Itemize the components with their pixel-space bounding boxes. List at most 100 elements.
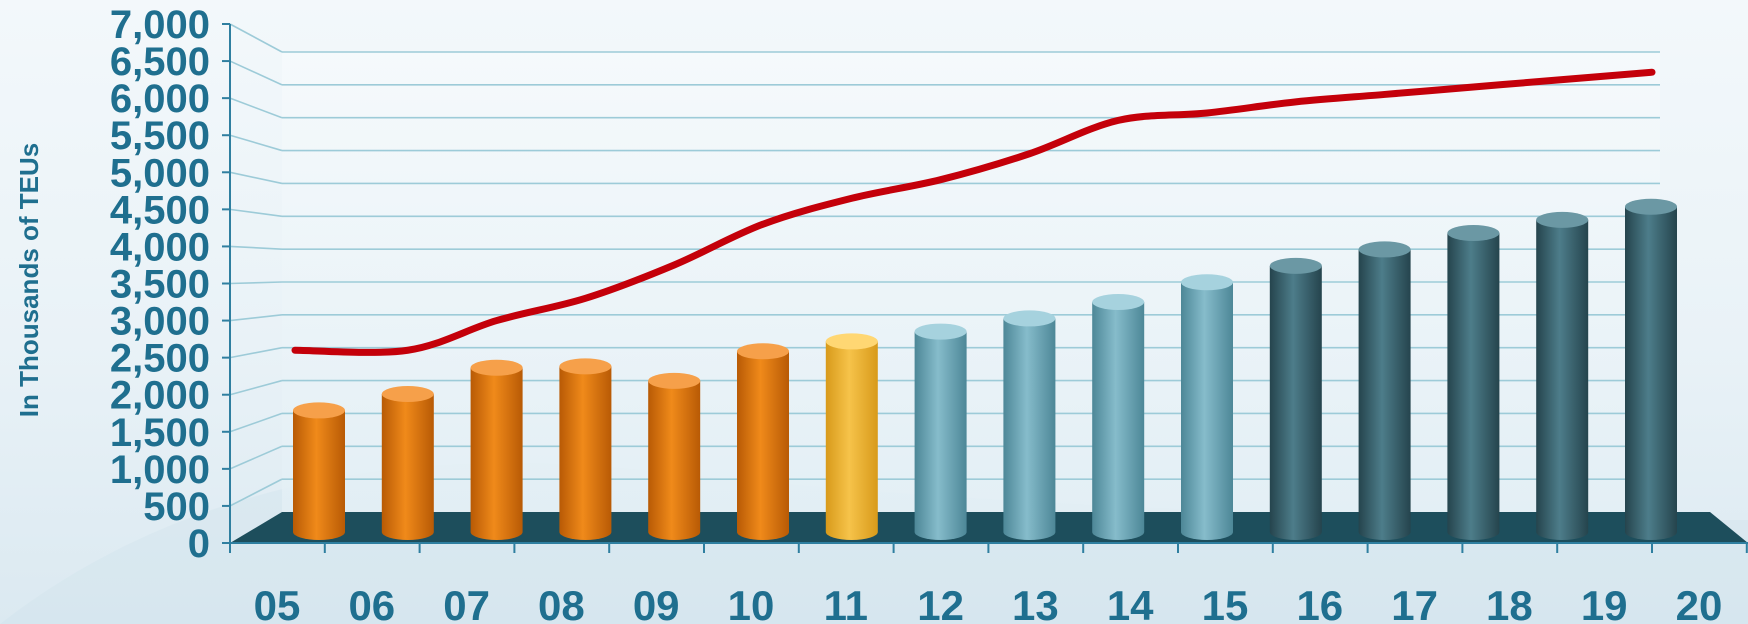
chart-floor bbox=[230, 512, 1748, 543]
y-tick-label: 4,500 bbox=[110, 188, 210, 232]
bar-15 bbox=[1181, 274, 1233, 540]
y-tick-label: 6,000 bbox=[110, 77, 210, 121]
bar-top bbox=[470, 359, 523, 376]
y-tick-label: 4,000 bbox=[110, 225, 210, 269]
gridline-slant bbox=[229, 171, 283, 185]
bar-body bbox=[1447, 233, 1500, 540]
trend-line bbox=[291, 68, 1656, 356]
x-tick-label: 08 bbox=[538, 582, 585, 624]
bar-top bbox=[1003, 310, 1056, 327]
x-tick-label: 07 bbox=[443, 582, 490, 624]
bar-body bbox=[470, 367, 523, 540]
bar-12 bbox=[914, 323, 967, 540]
bar-17 bbox=[1358, 241, 1411, 540]
x-tick-label: 16 bbox=[1296, 582, 1343, 624]
y-tick-label: 2,000 bbox=[110, 374, 210, 418]
gridline-slant bbox=[229, 245, 283, 250]
x-tick-label: 18 bbox=[1486, 582, 1533, 624]
x-tick-label: 05 bbox=[254, 582, 301, 624]
bar-body bbox=[1003, 318, 1056, 540]
y-tick-label: 500 bbox=[143, 485, 210, 529]
y-tick-label: 5,000 bbox=[110, 151, 210, 195]
bar-08 bbox=[559, 358, 612, 540]
x-tick-label: 11 bbox=[824, 582, 868, 624]
bar-09 bbox=[648, 372, 701, 540]
y-tick-label: 5,500 bbox=[110, 114, 210, 158]
bar-body bbox=[648, 380, 701, 540]
bar-body bbox=[825, 341, 878, 540]
bar-body bbox=[1269, 265, 1322, 540]
x-tick-label: 17 bbox=[1391, 582, 1438, 624]
y-tick-label: 1,500 bbox=[110, 411, 210, 455]
y-tick-label: 2,500 bbox=[110, 337, 210, 381]
y-tick-label: 3,000 bbox=[110, 300, 210, 344]
y-tick-label: 3,500 bbox=[110, 263, 210, 307]
bar-top bbox=[914, 323, 967, 340]
bar-top bbox=[825, 333, 878, 350]
x-tick-label: 14 bbox=[1107, 582, 1154, 624]
bar-top bbox=[1447, 225, 1500, 241]
bar-top bbox=[1181, 274, 1233, 291]
gridline-slant bbox=[229, 346, 283, 359]
gridline-slant bbox=[229, 314, 283, 322]
bar-top bbox=[293, 402, 345, 419]
y-tick-label: 6,500 bbox=[110, 40, 210, 84]
bar-10 bbox=[737, 343, 789, 540]
bar-20 bbox=[1625, 198, 1677, 540]
y-axis-ticks: 05001,0001,5002,0002,5003,0003,5004,0004… bbox=[110, 3, 210, 566]
x-axis-tick-marks bbox=[229, 543, 1748, 553]
bar-14 bbox=[1092, 294, 1145, 540]
bars bbox=[293, 198, 1677, 540]
bar-top bbox=[737, 343, 789, 360]
bar-body bbox=[381, 394, 434, 540]
bar-body bbox=[1092, 302, 1145, 540]
y-tick-label: 7,000 bbox=[110, 3, 210, 47]
gridline-slant bbox=[229, 208, 283, 218]
bar-body bbox=[1358, 249, 1411, 540]
x-axis-ticks: 05 06 07 08 09 10 11 12 13 14 15 16 17 18 19 20 bbox=[254, 582, 1723, 624]
y-axis-label: In Thousands of TEUs bbox=[14, 143, 44, 417]
gridline-slant bbox=[229, 23, 283, 53]
x-tick-label: 13 bbox=[1012, 582, 1059, 624]
x-tick-label: 10 bbox=[728, 582, 775, 624]
bar-07 bbox=[470, 359, 523, 540]
bar-top bbox=[1269, 257, 1322, 274]
x-tick-label: 09 bbox=[633, 582, 680, 624]
bar-16 bbox=[1269, 257, 1322, 540]
bar-body bbox=[559, 366, 612, 540]
bar-body bbox=[1536, 219, 1589, 540]
x-tick-label: 15 bbox=[1202, 582, 1249, 624]
bar-body bbox=[1181, 282, 1233, 540]
bar-top bbox=[1358, 241, 1411, 258]
bar-05 bbox=[293, 402, 345, 540]
bar-11 bbox=[825, 333, 878, 540]
bar-body bbox=[914, 331, 967, 540]
bar-06 bbox=[381, 386, 434, 540]
x-tick-label: 12 bbox=[917, 582, 964, 624]
gridline-slant bbox=[229, 478, 283, 507]
gridline-slant bbox=[229, 445, 283, 470]
bar-19 bbox=[1536, 211, 1589, 540]
x-tick-label: 06 bbox=[348, 582, 395, 624]
bar-top bbox=[1092, 294, 1145, 310]
bar-body bbox=[1625, 206, 1677, 540]
gridline-slant bbox=[229, 134, 283, 152]
gridline-slant bbox=[229, 281, 283, 285]
bar-top bbox=[1536, 211, 1589, 228]
x-tick-label: 20 bbox=[1676, 582, 1723, 624]
gridline-slant bbox=[229, 60, 283, 86]
bar-top bbox=[648, 372, 701, 389]
gridline-slant bbox=[229, 97, 283, 119]
bar-top bbox=[559, 358, 612, 375]
y-tick-label: 1,000 bbox=[110, 448, 210, 492]
bar-body bbox=[737, 351, 789, 540]
trend-line-path bbox=[291, 68, 1656, 356]
gridline-slant bbox=[229, 412, 283, 433]
bar-top bbox=[1625, 198, 1677, 215]
bar-18 bbox=[1447, 225, 1500, 540]
y-tick-label: 0 bbox=[188, 522, 210, 566]
bar-13 bbox=[1003, 310, 1056, 540]
bar-top bbox=[381, 386, 434, 402]
gridline-slant bbox=[229, 379, 283, 396]
